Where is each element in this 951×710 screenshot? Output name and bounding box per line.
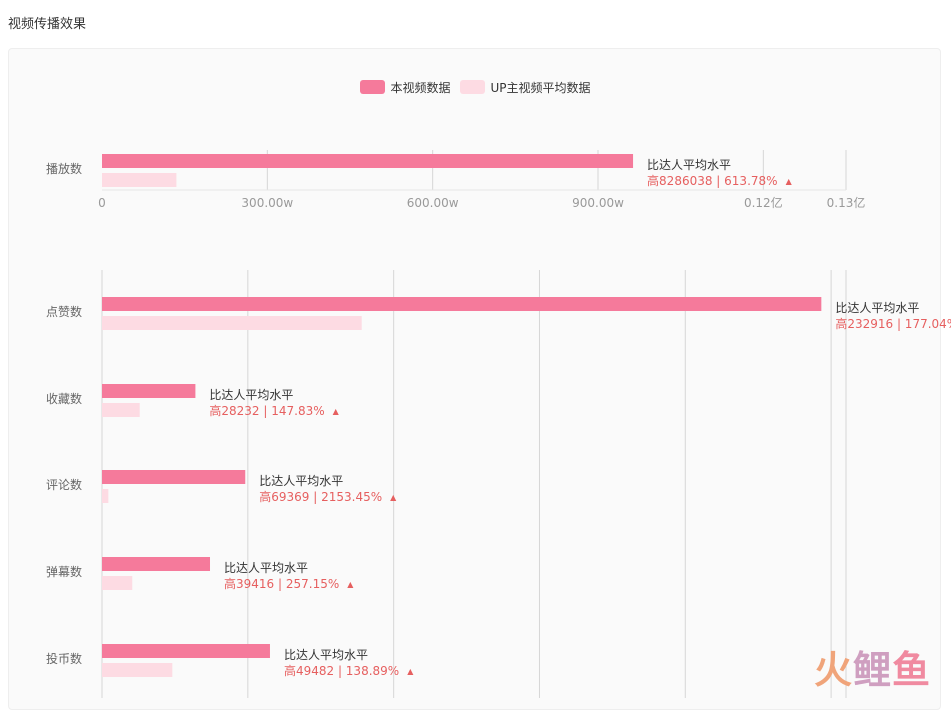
- legend-swatch-this-video: [360, 80, 386, 94]
- chart2-bar-this-video-1: [102, 384, 196, 398]
- chart1-x-tick-label-4: 0.12亿: [744, 195, 783, 210]
- legend-swatch-up-average: [460, 80, 486, 94]
- watermark-char-1: 火: [813, 647, 853, 692]
- chart2-bar-up-average-4: [102, 663, 173, 677]
- annotation-detail-c2-1: 高28232 | 147.83%: [209, 403, 324, 418]
- annotation-detail-c2-4: 高49482 | 138.89%: [284, 663, 399, 678]
- chart2-category-label-4: 投币数: [46, 651, 82, 666]
- chart2-bar-up-average-0: [102, 316, 362, 330]
- chart2-bar-up-average-1: [102, 403, 140, 417]
- chart2-bar-this-video-3: [102, 557, 211, 571]
- annotation-label-c2-2: 比达人平均水平: [259, 474, 343, 488]
- legend-label-this-video: 本视频数据: [390, 80, 451, 95]
- chart2-category-label-1: 收藏数: [46, 391, 82, 406]
- annotation-arrow-up-icon-c2-1: ▲: [333, 407, 340, 416]
- annotation-arrow-up-icon-c2-4: ▲: [407, 667, 414, 676]
- chart-legend: 本视频数据 UP主视频平均数据: [0, 77, 951, 97]
- annotation-label-c2-3: 比达人平均水平: [224, 561, 308, 575]
- chart2-category-label-3: 弹幕数: [46, 564, 82, 579]
- annotation-detail-c1-0: 高8286038 | 613.78%: [647, 173, 778, 188]
- chart1-x-tick-label-2: 600.00w: [407, 196, 459, 210]
- annotation-label-c2-0: 比达人平均水平: [835, 301, 919, 315]
- page-title: 视频传播效果: [8, 17, 87, 32]
- annotation-arrow-up-icon-c2-3: ▲: [347, 580, 354, 589]
- legend-item-up-average[interactable]: UP主视频平均数据: [460, 77, 591, 97]
- chart1-x-tick-label-5: 0.13亿: [827, 195, 866, 210]
- annotation-detail-c2-0: 高232916 | 177.04%: [835, 316, 951, 331]
- annotation-arrow-up-icon-c2-2: ▲: [390, 493, 397, 502]
- annotation-label-c2-1: 比达人平均水平: [209, 388, 293, 402]
- chart2-bar-this-video-2: [102, 470, 246, 484]
- chart1-category-label-0: 播放数: [46, 161, 82, 176]
- chart1-bar-this-video-0: [102, 154, 634, 168]
- annotation-arrow-up-icon-c1-0: ▲: [786, 177, 793, 186]
- chart1-bar-up-average-0: [102, 173, 177, 187]
- chart2-category-label-2: 评论数: [46, 477, 82, 492]
- chart2-bar-this-video-0: [102, 297, 822, 311]
- chart2-bar-this-video-4: [102, 644, 270, 658]
- legend-item-this-video[interactable]: 本视频数据: [360, 77, 450, 97]
- chart1-x-tick-label-3: 900.00w: [572, 196, 624, 210]
- watermark-char-3: 鱼: [891, 647, 931, 692]
- legend-label-up-average: UP主视频平均数据: [490, 80, 591, 95]
- watermark-logo: 火 鲤 鱼: [814, 639, 931, 694]
- chart1-x-tick-label-0: 0: [98, 196, 106, 210]
- annotation-detail-c2-3: 高39416 | 257.15%: [224, 576, 339, 591]
- annotation-label-c1-0: 比达人平均水平: [647, 158, 731, 172]
- watermark-char-2: 鲤: [852, 647, 892, 692]
- annotation-label-c2-4: 比达人平均水平: [284, 648, 368, 662]
- chart1-x-tick-label-1: 300.00w: [241, 196, 293, 210]
- annotation-detail-c2-2: 高69369 | 2153.45%: [259, 489, 382, 504]
- chart2-bar-up-average-2: [102, 489, 109, 503]
- chart2-bar-up-average-3: [102, 576, 133, 590]
- chart2-category-label-0: 点赞数: [46, 304, 82, 319]
